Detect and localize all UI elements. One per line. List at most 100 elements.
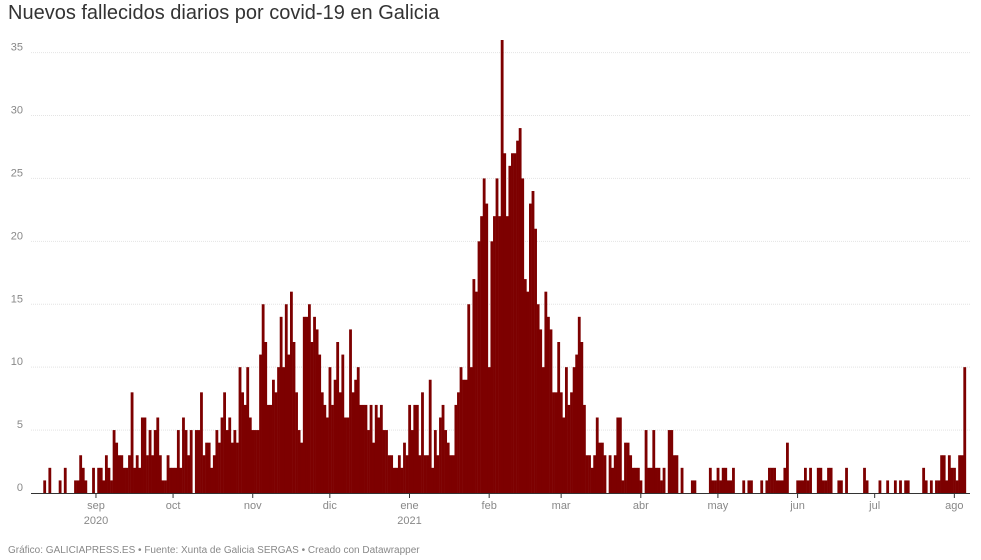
bar bbox=[254, 430, 257, 493]
bar bbox=[238, 367, 242, 493]
bar bbox=[616, 417, 620, 493]
bar bbox=[179, 467, 183, 493]
bar bbox=[929, 480, 933, 493]
bar bbox=[654, 467, 658, 493]
bar bbox=[634, 467, 638, 493]
x-tick-label: may bbox=[708, 500, 729, 512]
bar bbox=[495, 178, 499, 494]
bar bbox=[644, 430, 648, 493]
bar bbox=[202, 455, 206, 493]
bar bbox=[950, 467, 954, 493]
y-tick-label: 5 bbox=[17, 419, 23, 431]
bar bbox=[300, 442, 304, 493]
bars bbox=[43, 40, 967, 494]
bar bbox=[963, 367, 967, 493]
bar bbox=[570, 392, 573, 493]
gridlines bbox=[31, 52, 970, 431]
bar bbox=[529, 203, 532, 493]
bar bbox=[711, 480, 715, 493]
bar bbox=[413, 404, 417, 493]
bar bbox=[624, 442, 627, 493]
bar bbox=[865, 480, 869, 493]
bar bbox=[428, 379, 432, 493]
bar bbox=[588, 455, 591, 493]
bar bbox=[171, 467, 175, 493]
bar bbox=[770, 467, 774, 493]
bar bbox=[182, 417, 185, 493]
bar bbox=[942, 455, 946, 493]
bar bbox=[318, 354, 322, 493]
bar bbox=[133, 467, 137, 493]
bar bbox=[135, 455, 139, 493]
y-tick-label: 30 bbox=[11, 105, 23, 117]
bar bbox=[572, 367, 576, 493]
bar bbox=[284, 304, 288, 493]
bar bbox=[457, 392, 460, 493]
bar bbox=[218, 442, 221, 493]
bar bbox=[233, 430, 237, 493]
bar bbox=[958, 455, 962, 493]
bar bbox=[480, 216, 483, 494]
bar bbox=[714, 480, 717, 493]
bar bbox=[690, 480, 694, 493]
bar bbox=[148, 430, 152, 493]
bar bbox=[552, 392, 555, 493]
bar bbox=[176, 430, 180, 493]
bar bbox=[418, 455, 422, 493]
bar bbox=[374, 404, 378, 493]
bar bbox=[146, 455, 149, 493]
bar bbox=[441, 404, 445, 493]
bar bbox=[649, 467, 653, 493]
chart-footer: Gráfico: GALICIAPRESS.ES • Fuente: Xunta… bbox=[8, 545, 420, 556]
bar bbox=[603, 455, 607, 493]
bar bbox=[667, 430, 671, 493]
bar bbox=[516, 140, 519, 494]
bar bbox=[274, 392, 278, 493]
bar bbox=[84, 480, 88, 493]
bar bbox=[500, 40, 504, 493]
x-tick-label: abr bbox=[633, 500, 649, 512]
bar bbox=[726, 480, 730, 493]
bar bbox=[99, 467, 103, 493]
bar bbox=[809, 467, 812, 493]
bar bbox=[410, 430, 414, 493]
bar bbox=[156, 417, 160, 493]
bar bbox=[544, 291, 548, 493]
bar bbox=[708, 467, 712, 493]
bar bbox=[446, 442, 450, 493]
bar bbox=[194, 430, 198, 493]
bar bbox=[503, 153, 507, 493]
bar bbox=[313, 316, 316, 493]
bar bbox=[804, 467, 807, 493]
bar bbox=[454, 404, 458, 493]
x-tick-label: jul bbox=[868, 500, 880, 512]
bar bbox=[184, 430, 188, 493]
x-tick-label: nov bbox=[244, 500, 262, 512]
bar bbox=[128, 455, 131, 493]
bar bbox=[138, 467, 142, 493]
bar bbox=[863, 467, 866, 493]
bar bbox=[783, 467, 787, 493]
bar bbox=[310, 342, 314, 493]
bar bbox=[287, 354, 291, 493]
bar bbox=[906, 480, 910, 493]
bar bbox=[230, 442, 234, 493]
bar bbox=[63, 467, 67, 493]
bar bbox=[292, 342, 296, 493]
bar bbox=[140, 417, 144, 493]
bar bbox=[377, 417, 381, 493]
bar bbox=[824, 480, 828, 493]
bar bbox=[223, 392, 226, 493]
bar bbox=[564, 367, 568, 493]
bar bbox=[523, 279, 527, 493]
bar bbox=[390, 455, 394, 493]
bar bbox=[940, 455, 944, 493]
bar bbox=[657, 467, 661, 493]
bar bbox=[819, 467, 823, 493]
bar bbox=[58, 480, 62, 493]
bar-chart: 0 5 10 15 20 25 30 35 sep 2020 oct nov dic ene 2021 feb… bbox=[11, 40, 970, 527]
bar bbox=[295, 392, 298, 493]
bar bbox=[436, 455, 440, 493]
bar bbox=[660, 480, 663, 493]
bar bbox=[768, 467, 771, 493]
